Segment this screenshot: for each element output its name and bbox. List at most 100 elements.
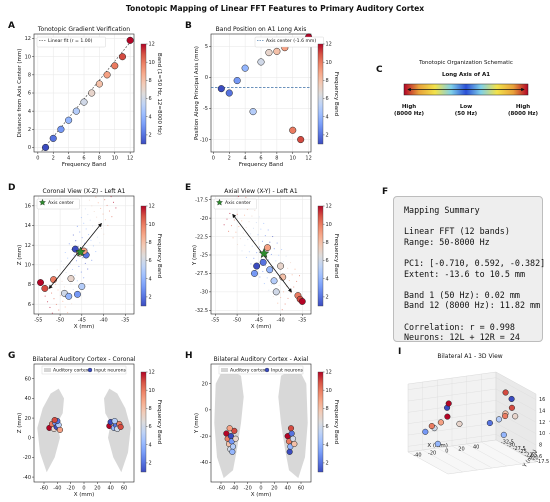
x-tick-label: 60 bbox=[298, 486, 304, 492]
cortex-voxel bbox=[110, 196, 112, 198]
y-tick-label: -25 bbox=[519, 449, 527, 455]
axes-frame bbox=[33, 195, 135, 315]
data-point bbox=[257, 58, 265, 66]
colorbar-tick-label: 12 bbox=[326, 370, 332, 376]
cortex-voxel bbox=[251, 215, 253, 217]
data-point bbox=[241, 64, 249, 72]
cortex-voxel bbox=[284, 303, 286, 305]
x-axis-label: X (mm) bbox=[251, 492, 272, 498]
x-tick-label: -40 bbox=[53, 486, 61, 492]
cortex-voxel bbox=[61, 280, 63, 282]
cortex-voxel bbox=[87, 214, 89, 216]
colorbar-tick-label: 6 bbox=[326, 258, 329, 264]
data-point bbox=[428, 423, 435, 430]
cortex-voxel bbox=[290, 262, 292, 264]
cortex-voxel bbox=[235, 231, 237, 233]
x-tick-label: 0 bbox=[212, 156, 215, 162]
summary-line: Neurons: 12L + 12R = 24 bbox=[404, 332, 520, 343]
data-point bbox=[249, 108, 257, 116]
panel-letter-H: H bbox=[185, 351, 193, 361]
data-point bbox=[444, 413, 451, 420]
cortex-voxel bbox=[57, 289, 59, 291]
cortex-voxel bbox=[266, 277, 268, 279]
data-point bbox=[253, 262, 261, 270]
cortex-voxel bbox=[74, 274, 76, 276]
data-point bbox=[103, 71, 111, 79]
cortex-voxel bbox=[252, 227, 255, 229]
cortex-voxel bbox=[89, 219, 91, 221]
cortex-voxel bbox=[271, 283, 273, 285]
cortex-voxel bbox=[51, 292, 53, 294]
data-point bbox=[265, 49, 273, 57]
cortex-voxel bbox=[84, 262, 86, 264]
legend-box bbox=[36, 198, 80, 210]
cortex-voxel bbox=[80, 217, 82, 219]
schematic-label: Low bbox=[460, 104, 472, 110]
data-point bbox=[500, 431, 507, 438]
z-tick-label: 12 bbox=[539, 420, 545, 426]
y-tick-label: -10 bbox=[200, 137, 208, 143]
panel-letter-G: G bbox=[8, 351, 15, 361]
data-point bbox=[502, 389, 509, 396]
cortex-voxel bbox=[269, 241, 271, 243]
panel-A: 0 2 4 6 8 10 12 0 2 4 6 8 10 12 Tonotopic Gradient Ver… bbox=[8, 21, 162, 168]
cortex-voxel bbox=[226, 218, 228, 220]
data-point bbox=[289, 435, 297, 442]
colorbar-tick-label: 2 bbox=[149, 295, 152, 301]
data-point bbox=[288, 430, 295, 437]
x-tick-label: -35 bbox=[298, 318, 306, 324]
cortex-voxel bbox=[296, 280, 298, 282]
panel-G: -60 -40 -20 0 20 40 60 -40 -20 0 20 40 60 Bilateral A… bbox=[8, 351, 162, 498]
cortex-voxel bbox=[65, 272, 67, 274]
data-point bbox=[229, 448, 236, 455]
y-tick-label: -25 bbox=[200, 253, 208, 259]
panel-title: Bilateral Auditory Cortex - Coronal bbox=[32, 356, 135, 363]
cortex-voxel bbox=[237, 195, 240, 198]
grid-3d bbox=[407, 388, 497, 402]
x-tick-label: -40 bbox=[230, 486, 238, 492]
cortex-voxel bbox=[111, 216, 113, 218]
y-tick-label: 6 bbox=[28, 302, 31, 308]
cortex-voxel bbox=[59, 295, 61, 297]
data-point bbox=[270, 277, 278, 285]
cortex-voxel bbox=[247, 239, 249, 241]
data-point bbox=[72, 107, 80, 115]
colorbar-tick-label: 12 bbox=[149, 204, 155, 210]
y-tick-label: 8 bbox=[28, 73, 31, 79]
data-point bbox=[65, 292, 73, 300]
cortex-voxel bbox=[104, 199, 106, 201]
colorbar-tick-label: 4 bbox=[149, 114, 152, 120]
data-point bbox=[251, 269, 258, 277]
x-tick-label: 0 bbox=[445, 449, 448, 455]
data-point bbox=[65, 116, 73, 124]
cortex-voxel bbox=[250, 233, 252, 235]
cortex-voxel bbox=[70, 283, 72, 285]
data-point bbox=[50, 276, 58, 284]
cortex-voxel bbox=[67, 257, 69, 259]
colorbar-tick-label: 8 bbox=[326, 406, 329, 412]
data-point bbox=[287, 425, 295, 432]
colorbar-tick-label: 10 bbox=[149, 222, 155, 228]
cortex-voxel bbox=[275, 260, 277, 262]
cortex-voxel bbox=[72, 288, 74, 291]
grid-3d bbox=[437, 447, 478, 471]
data-point bbox=[233, 77, 241, 85]
data-point bbox=[37, 279, 44, 286]
colorbar-gradient bbox=[317, 205, 324, 307]
x-tick-label: 0 bbox=[82, 486, 85, 492]
legend-entry: Linear fit (r = 1.00) bbox=[48, 38, 93, 44]
schematic-sublabel: (8000 Hz) bbox=[394, 111, 425, 117]
data-point bbox=[226, 425, 233, 432]
cortex-voxel bbox=[63, 286, 65, 288]
summary-line: Band 12 (8000 Hz): 11.82 mm bbox=[404, 300, 541, 311]
x-tick-label: 20 bbox=[94, 486, 100, 492]
grid-3d bbox=[495, 400, 537, 423]
cortex-voxel bbox=[298, 275, 301, 277]
x-tick-label: -40 bbox=[276, 318, 284, 324]
data-point bbox=[111, 62, 119, 70]
colorbar-tick-label: 2 bbox=[326, 295, 329, 301]
x-tick-label: -60 bbox=[217, 486, 225, 492]
data-point bbox=[111, 417, 118, 425]
schematic-label: High bbox=[516, 104, 530, 110]
cortex-voxel bbox=[85, 228, 87, 230]
